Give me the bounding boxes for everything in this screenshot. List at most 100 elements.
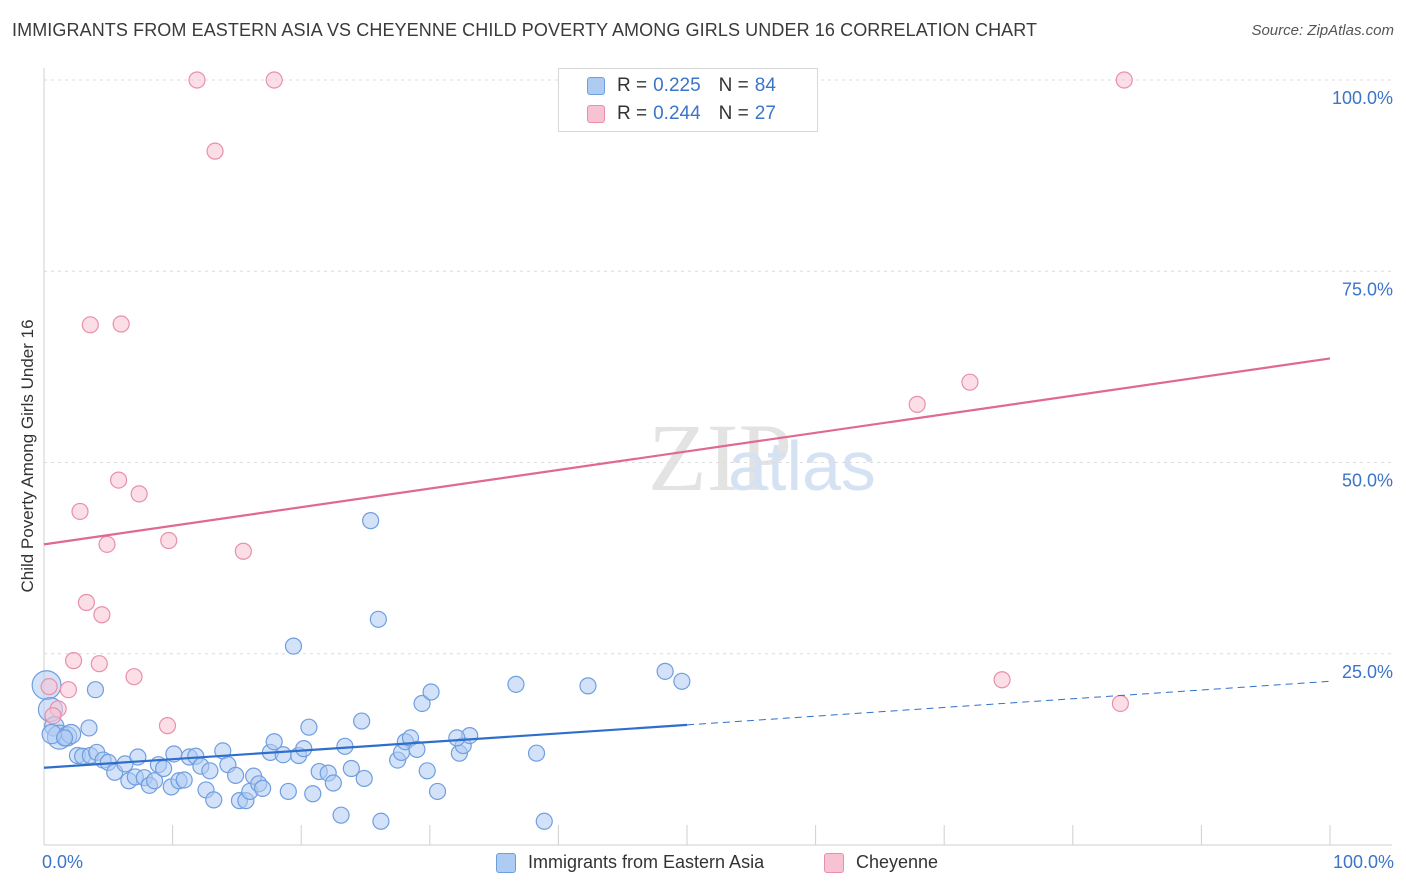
point-s0-79 bbox=[656, 662, 674, 680]
point-s0-43 bbox=[265, 733, 283, 751]
legend-n-value: 27 bbox=[754, 103, 776, 124]
point-s1-20 bbox=[265, 71, 283, 89]
legend-n-value: 84 bbox=[754, 75, 776, 96]
point-s0-32 bbox=[205, 791, 223, 809]
point-s0-60 bbox=[369, 610, 387, 628]
legend-swatch-cheyenne bbox=[587, 105, 605, 123]
point-s1-22 bbox=[961, 373, 979, 391]
point-s0-49 bbox=[300, 718, 318, 736]
point-s0-59 bbox=[362, 512, 380, 530]
x-tick-min: 0.0% bbox=[42, 852, 84, 872]
legend-n-label: N = bbox=[718, 75, 749, 96]
point-s0-68 bbox=[418, 762, 436, 780]
trend-line-s1 bbox=[43, 357, 1331, 546]
point-s0-26 bbox=[175, 771, 193, 789]
legend-swatch-eastern-asia bbox=[587, 77, 605, 95]
point-s1-18 bbox=[206, 142, 224, 160]
point-s0-44 bbox=[274, 746, 292, 764]
legend-r-value: 0.244 bbox=[653, 103, 701, 124]
series-name-eastern-asia: Immigrants from Eastern Asia bbox=[528, 852, 765, 872]
point-s0-82 bbox=[55, 729, 74, 747]
trend-extension-s0 bbox=[686, 680, 1331, 726]
x-tick-max: 100.0% bbox=[1332, 852, 1394, 872]
point-s0-80 bbox=[673, 672, 691, 690]
series-swatch-eastern-asia bbox=[496, 852, 516, 873]
point-s1-8 bbox=[90, 655, 108, 673]
legend-row-cheyenne: R = 0.244 N = 27 bbox=[587, 101, 776, 127]
series-name-cheyenne: Cheyenne bbox=[856, 852, 939, 872]
series-swatch-cheyenne bbox=[824, 852, 844, 873]
watermark-atlas: atlas bbox=[728, 427, 876, 505]
point-s1-12 bbox=[112, 315, 130, 333]
point-s1-17 bbox=[188, 71, 206, 89]
point-s0-76 bbox=[527, 744, 546, 762]
legend-row-eastern-asia: R = 0.225 N = 84 bbox=[587, 73, 776, 99]
point-s1-11 bbox=[109, 471, 128, 489]
point-s1-15 bbox=[158, 717, 177, 735]
point-s1-16 bbox=[160, 531, 178, 550]
legend-r-label: R = bbox=[617, 103, 648, 124]
point-s1-6 bbox=[77, 593, 96, 612]
point-s0-57 bbox=[353, 712, 371, 730]
gridlines bbox=[44, 79, 1392, 655]
point-s1-10 bbox=[98, 535, 116, 553]
y-tick-label-25: 25.0% bbox=[1342, 662, 1393, 682]
point-s0-31 bbox=[201, 762, 219, 780]
point-s0-45 bbox=[279, 782, 297, 801]
point-s0-48 bbox=[295, 740, 313, 758]
chart-title: IMMIGRANTS FROM EASTERN ASIA VS CHEYENNE… bbox=[12, 20, 1038, 40]
point-s0-70 bbox=[428, 782, 447, 801]
point-s1-3 bbox=[59, 681, 78, 699]
y-tick-labels: 25.0% 50.0% 75.0% 100.0% bbox=[1332, 88, 1393, 682]
data-points bbox=[31, 71, 1133, 830]
correlation-legend: R = 0.225 N = 84 R = 0.244 N = 27 bbox=[558, 68, 818, 132]
point-s0-53 bbox=[324, 774, 342, 792]
point-s0-66 bbox=[408, 740, 426, 758]
point-s1-25 bbox=[1115, 71, 1133, 89]
source-label: Source: ZipAtlas.com bbox=[1251, 22, 1394, 39]
point-s1-13 bbox=[125, 668, 143, 686]
point-s0-58 bbox=[355, 769, 373, 788]
legend-r-label: R = bbox=[617, 75, 648, 96]
point-s0-50 bbox=[304, 785, 322, 803]
point-s1-2 bbox=[44, 707, 62, 725]
point-s1-14 bbox=[130, 485, 148, 503]
point-s0-75 bbox=[507, 675, 525, 693]
point-s0-35 bbox=[227, 766, 245, 784]
point-s0-78 bbox=[579, 677, 597, 695]
point-s0-56 bbox=[342, 759, 360, 778]
point-s1-21 bbox=[908, 395, 926, 413]
point-s0-61 bbox=[372, 812, 390, 830]
y-tick-label-75: 75.0% bbox=[1342, 279, 1393, 299]
point-s1-4 bbox=[64, 652, 83, 670]
trend-lines bbox=[43, 357, 1331, 769]
legend-n-label: N = bbox=[718, 103, 749, 124]
point-s0-46 bbox=[284, 637, 303, 655]
point-s1-23 bbox=[993, 671, 1011, 689]
point-s0-22 bbox=[154, 759, 173, 778]
series-legend: Immigrants from Eastern Asia Cheyenne bbox=[0, 852, 1406, 878]
point-s1-5 bbox=[71, 502, 89, 521]
point-s1-9 bbox=[93, 606, 111, 624]
point-s0-67 bbox=[413, 694, 431, 713]
y-tick-label-50: 50.0% bbox=[1342, 471, 1393, 491]
point-s0-54 bbox=[332, 806, 350, 824]
point-s0-83 bbox=[86, 681, 105, 699]
point-s0-69 bbox=[422, 683, 440, 701]
point-s0-20 bbox=[145, 772, 164, 790]
legend-r-value: 0.225 bbox=[653, 75, 701, 96]
series-legend-cheyenne: Cheyenne bbox=[824, 852, 938, 873]
watermark-zip: ZIP bbox=[648, 404, 792, 511]
point-s0-41 bbox=[254, 779, 272, 797]
series-legend-eastern-asia: Immigrants from Eastern Asia bbox=[496, 852, 764, 873]
point-s0-77 bbox=[535, 812, 553, 830]
point-s1-19 bbox=[234, 542, 252, 560]
point-s1-7 bbox=[81, 316, 99, 334]
point-s1-24 bbox=[1111, 694, 1129, 713]
point-s1-0 bbox=[40, 678, 58, 696]
point-s0-74 bbox=[448, 729, 466, 747]
point-s0-6 bbox=[80, 719, 98, 737]
trend-line-s0 bbox=[43, 723, 688, 769]
y-tick-label-100: 100.0% bbox=[1332, 88, 1393, 108]
